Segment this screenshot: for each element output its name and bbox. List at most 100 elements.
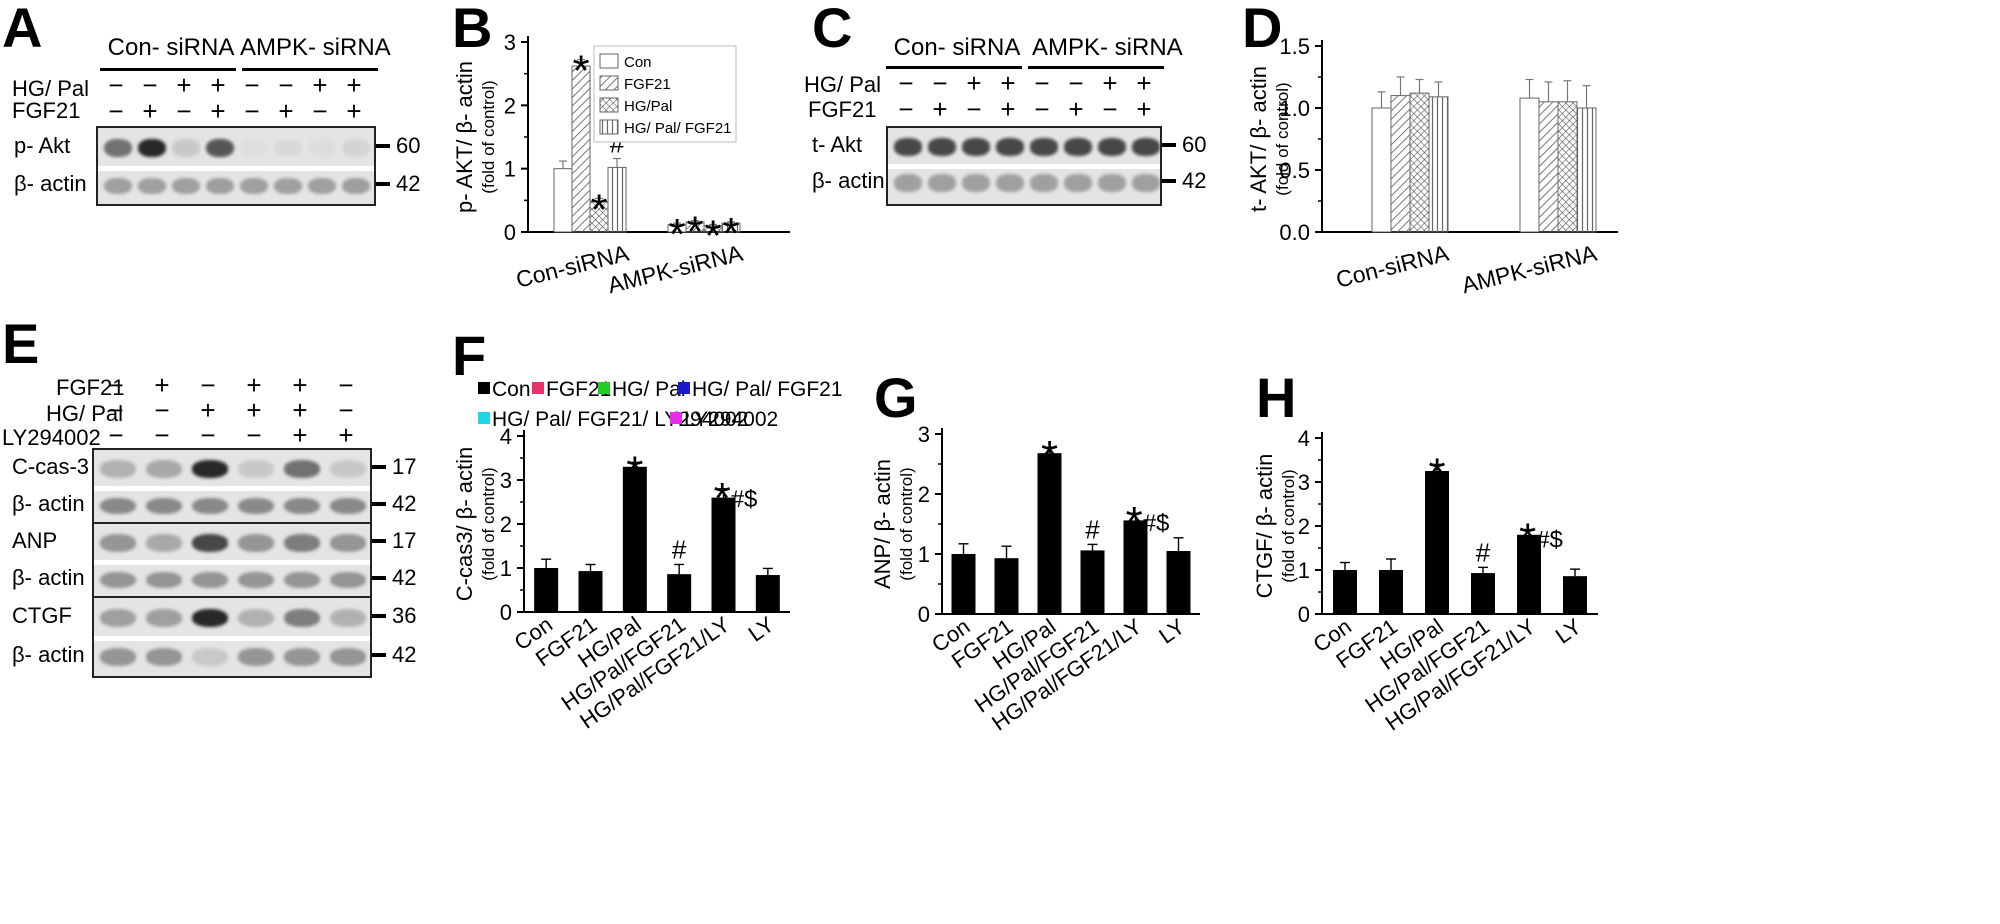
band <box>996 138 1024 156</box>
band <box>1098 174 1126 192</box>
band <box>283 609 321 627</box>
band <box>329 571 367 589</box>
row-label-ly294002: LY294002 <box>2 425 101 450</box>
y-tick-label: 4 <box>500 424 512 449</box>
band <box>329 609 367 627</box>
band <box>237 571 275 589</box>
group-underline-2 <box>242 68 378 71</box>
treatment-sign: + <box>1102 68 1118 98</box>
significance-label: * <box>626 447 643 496</box>
band <box>1030 174 1058 192</box>
treatment-sign: − <box>246 420 262 450</box>
bar-hgpal <box>1409 92 1430 233</box>
band <box>283 571 321 589</box>
significance-label: # <box>1085 514 1100 544</box>
blot-label: β- actin <box>12 491 85 516</box>
band <box>172 139 200 157</box>
bar-con <box>553 168 573 233</box>
band <box>99 609 137 627</box>
significance-label: * <box>1041 432 1058 481</box>
significance-label: # <box>1476 537 1491 567</box>
treatment-sign: + <box>338 420 354 450</box>
band <box>99 460 137 478</box>
bar <box>951 554 976 614</box>
legend: Con FGF21 HG/Pal HG/ Pal/ FGF21 <box>593 45 737 143</box>
treatment-sign: + <box>1136 68 1152 98</box>
treatment-sign: + <box>1000 68 1016 98</box>
blot-label: ANP <box>12 528 58 553</box>
panel-letter-c: C <box>812 0 853 59</box>
significance-label: * <box>590 185 607 234</box>
y-tick-label: 1.0 <box>1279 96 1310 121</box>
band <box>329 497 367 515</box>
bar <box>1471 573 1495 614</box>
band <box>145 534 183 552</box>
y-tick-label: 1 <box>504 157 516 182</box>
band <box>138 177 166 195</box>
bar <box>994 558 1019 614</box>
molecular-weight: 42 <box>371 565 417 590</box>
treatment-sign: − <box>154 420 170 450</box>
significance-label: * <box>572 47 589 96</box>
treatment-sign: + <box>966 68 982 98</box>
y-axis-sublabel: (fold of control) <box>897 467 916 580</box>
blot-separator <box>94 636 370 641</box>
blot-label: β- actin <box>812 168 885 193</box>
treatment-sign: − <box>154 395 170 425</box>
treatment-sign: − <box>338 395 354 425</box>
significance-label: * <box>704 211 721 260</box>
treatment-sign: − <box>108 370 124 400</box>
blot-membrane <box>886 126 1162 206</box>
band <box>191 460 229 478</box>
x-category-label: LY <box>1551 613 1586 648</box>
y-tick-label: 1 <box>918 542 930 567</box>
legend-swatch <box>478 382 490 394</box>
molecular-weight: 60 <box>1161 132 1207 157</box>
significance-label: * <box>722 209 739 258</box>
band <box>240 177 268 195</box>
legend-label: Con <box>492 378 531 401</box>
group-underline-1 <box>100 68 236 71</box>
band <box>283 460 321 478</box>
band <box>894 138 922 156</box>
treatment-sign: − <box>932 68 948 98</box>
treatment-sign: − <box>312 96 328 126</box>
treatment-sign: + <box>1068 94 1084 124</box>
band <box>308 177 336 195</box>
band <box>342 177 370 195</box>
row-label-fgf21: FGF21 <box>12 98 81 123</box>
band <box>191 648 229 666</box>
band <box>274 139 302 157</box>
treatment-sign: + <box>292 395 308 425</box>
band <box>283 648 321 666</box>
treatment-sign: + <box>312 70 328 100</box>
bar-fgf21 <box>1390 95 1411 233</box>
row-label-hgpal: HG/ Pal <box>12 76 90 101</box>
y-axis-sublabel: (fold of control) <box>1273 82 1292 195</box>
y-tick-label: 0 <box>1298 602 1310 627</box>
band <box>237 648 275 666</box>
panel-letter-g: G <box>874 366 918 429</box>
y-tick-label: 0 <box>500 600 512 625</box>
legend-label: HG/ Pal <box>612 378 686 401</box>
band <box>104 139 132 157</box>
bar <box>1517 534 1541 614</box>
treatment-sign: + <box>292 420 308 450</box>
group-label-con-sirna: Con- siRNA <box>107 34 235 61</box>
legend: Con FGF21 HG/ Pal HG/ Pal/ FGF21 HG/ Pal/ FG… <box>478 378 843 431</box>
x-category-label: LY <box>744 611 779 646</box>
legend-label: Con <box>624 54 652 71</box>
blot-panel-c: Con- siRNA AMPK- siRNA HG/ Pal FGF21 − − +… <box>800 0 1220 210</box>
bar <box>667 574 692 612</box>
chart-f: 0 1 2 3 4 C-cas3/ β- actin (fold of control) Co… <box>452 378 843 734</box>
treatment-sign: − <box>278 70 294 100</box>
legend-swatch <box>598 382 610 394</box>
band <box>342 139 370 157</box>
y-tick-label: 0 <box>918 602 930 627</box>
treatment-sign: + <box>346 70 362 100</box>
treatment-sign: + <box>932 94 948 124</box>
treatment-sign: + <box>142 96 158 126</box>
y-axis-label: CTGF/ β- actin <box>1252 454 1277 599</box>
